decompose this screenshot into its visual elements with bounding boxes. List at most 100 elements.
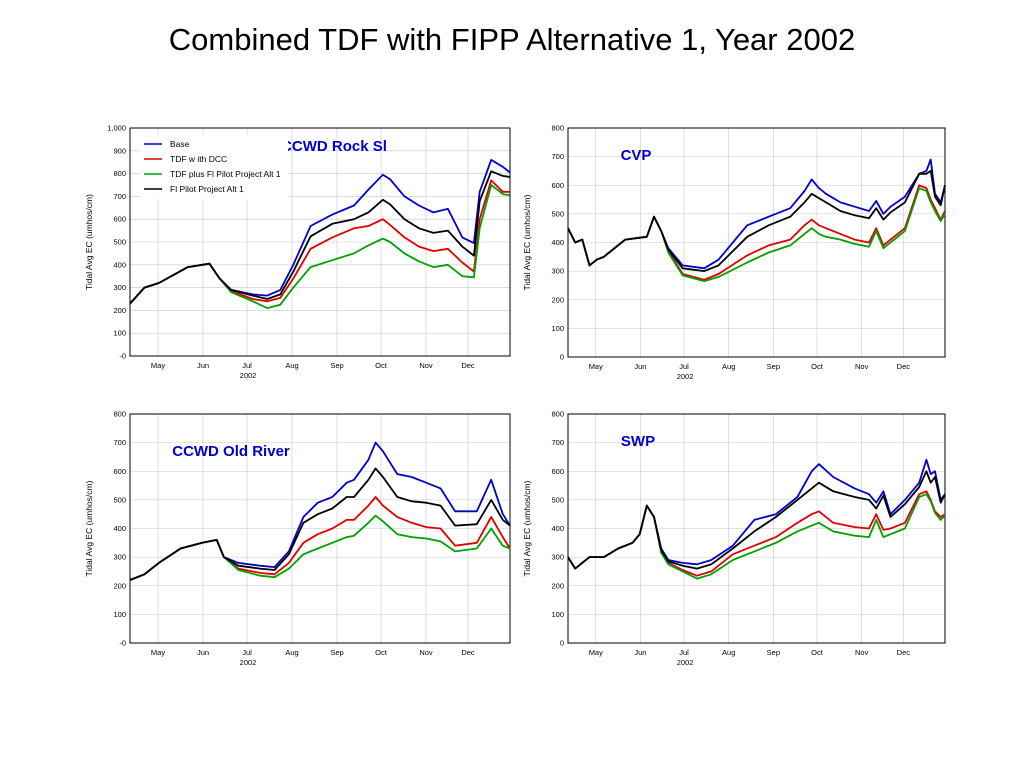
y-tick-label: 600 — [551, 467, 564, 476]
x-tick-label: Aug — [285, 361, 298, 370]
x-tick-label: Jul — [242, 361, 252, 370]
y-tick-label: 600 — [113, 215, 126, 224]
x-tick-label: Nov — [855, 648, 869, 657]
y-axis-label: Tidal Avg EC (umhos/cm) — [84, 480, 94, 576]
y-tick-label: 400 — [113, 524, 126, 533]
x-tick-label: Oct — [375, 361, 388, 370]
series-line-tdf-plus-fl-pilot-project-alt-1 — [129, 514, 511, 581]
series-line-fl-pilot-project-alt-1 — [567, 470, 946, 570]
legend-label: Base — [170, 139, 190, 149]
y-tick-label: -0 — [119, 639, 126, 648]
y-tick-label: 300 — [113, 283, 126, 292]
x-tick-label: Aug — [285, 648, 298, 657]
series-line-fl-pilot-project-alt-1 — [129, 170, 511, 305]
x-axis-label: 2002 — [240, 658, 257, 667]
y-tick-label: 800 — [113, 410, 126, 419]
y-axis-label: Tidal Avg EC (umhos/cm) — [522, 480, 532, 576]
plot-frame — [129, 413, 511, 644]
y-axis-label: Tidal Avg EC (umhos/cm) — [522, 194, 532, 290]
y-tick-label: -0 — [119, 352, 126, 361]
legend-label: Fl Pilot Project Alt 1 — [170, 184, 244, 194]
panel-title: SWP — [621, 433, 655, 450]
y-tick-label: 1,000 — [107, 124, 126, 133]
legend-label: TDF w ith DCC — [170, 154, 227, 164]
series-line-fl-pilot-project-alt-1 — [129, 467, 511, 581]
x-tick-label: Aug — [722, 648, 735, 657]
panel-title: CCWD Old River — [172, 443, 290, 460]
y-tick-label: 900 — [113, 146, 126, 155]
x-tick-label: Nov — [419, 361, 433, 370]
y-tick-label: 600 — [551, 181, 564, 190]
y-tick-label: 400 — [551, 238, 564, 247]
chart-cvp: 0 100 200 300 400 500 600 700 800 May Jun Jul Aug Sep… — [522, 124, 946, 381]
legend-label: TDF plus Fl Pilot Project Alt 1 — [170, 169, 281, 179]
x-tick-label: Jun — [197, 361, 209, 370]
x-axis-label: 2002 — [240, 371, 257, 380]
x-tick-label: May — [589, 362, 603, 371]
x-tick-label: Jun — [634, 648, 646, 657]
series-line-tdf-w-ith-dcc — [567, 490, 946, 577]
x-tick-label: Nov — [855, 362, 869, 371]
y-tick-label: 800 — [551, 410, 564, 419]
chart-ccwd-old-river: -0 100 200 300 400 500 600 700 800 May Jun Jul Aug Se… — [84, 410, 511, 667]
y-tick-label: 700 — [113, 192, 126, 201]
x-tick-label: Dec — [897, 362, 911, 371]
y-tick-label: 500 — [113, 495, 126, 504]
x-tick-label: Jul — [679, 362, 689, 371]
x-tick-label: Sep — [330, 361, 343, 370]
y-tick-label: 700 — [113, 438, 126, 447]
series-line-base — [129, 441, 511, 581]
x-tick-label: Nov — [419, 648, 433, 657]
x-tick-label: Dec — [897, 648, 911, 657]
y-tick-label: 300 — [551, 553, 564, 562]
x-tick-label: Dec — [461, 361, 475, 370]
y-tick-label: 100 — [551, 324, 564, 333]
x-tick-label: Jun — [197, 648, 209, 657]
x-tick-label: Jun — [634, 362, 646, 371]
y-tick-label: 800 — [551, 124, 564, 133]
panel-title: CVP — [621, 147, 652, 164]
y-tick-label: 300 — [551, 267, 564, 276]
chart-ccwd-rock-sl: -0 100 200 300 400 500 600 700 800 900 1,000 May Jun… — [84, 124, 511, 380]
y-tick-label: 100 — [551, 610, 564, 619]
x-tick-label: Sep — [767, 648, 780, 657]
plot-frame — [567, 413, 946, 644]
y-tick-label: 200 — [113, 581, 126, 590]
chart-swp: 0 100 200 300 400 500 600 700 800 May Jun Jul Aug Sep… — [522, 410, 946, 667]
y-tick-label: 400 — [551, 524, 564, 533]
x-tick-label: May — [589, 648, 603, 657]
x-tick-label: May — [151, 648, 165, 657]
y-tick-label: 800 — [113, 169, 126, 178]
series-line-tdf-plus-fl-pilot-project-alt-1 — [567, 187, 946, 283]
y-tick-label: 0 — [560, 353, 564, 362]
x-axis-label: 2002 — [677, 658, 694, 667]
series-line-base — [567, 458, 946, 570]
y-tick-label: 400 — [113, 260, 126, 269]
y-tick-label: 500 — [551, 495, 564, 504]
x-tick-label: Dec — [461, 648, 475, 657]
x-tick-label: Sep — [330, 648, 343, 657]
plot-frame — [567, 127, 946, 358]
x-tick-label: Jul — [242, 648, 252, 657]
series-line-fl-pilot-project-alt-1 — [567, 170, 946, 273]
x-tick-label: Oct — [375, 648, 388, 657]
y-tick-label: 100 — [113, 329, 126, 338]
series-line-tdf-plus-fl-pilot-project-alt-1 — [129, 184, 511, 310]
y-axis-label: Tidal Avg EC (umhos/cm) — [84, 194, 94, 290]
x-tick-label: Sep — [767, 362, 780, 371]
y-tick-label: 700 — [551, 152, 564, 161]
x-tick-label: Oct — [811, 362, 824, 371]
legend-box — [140, 135, 288, 199]
y-tick-label: 0 — [560, 639, 564, 648]
x-tick-label: Jul — [679, 648, 689, 657]
x-axis-label: 2002 — [677, 372, 694, 381]
y-tick-label: 600 — [113, 467, 126, 476]
y-tick-label: 700 — [551, 438, 564, 447]
y-tick-label: 100 — [113, 610, 126, 619]
y-tick-label: 200 — [551, 295, 564, 304]
y-tick-label: 500 — [113, 238, 126, 247]
page-title: Combined TDF with FIPP Alternative 1, Ye… — [168, 22, 856, 57]
panel-title: CCWD Rock Sl — [281, 138, 387, 155]
y-tick-label: 200 — [551, 581, 564, 590]
x-tick-label: Aug — [722, 362, 735, 371]
